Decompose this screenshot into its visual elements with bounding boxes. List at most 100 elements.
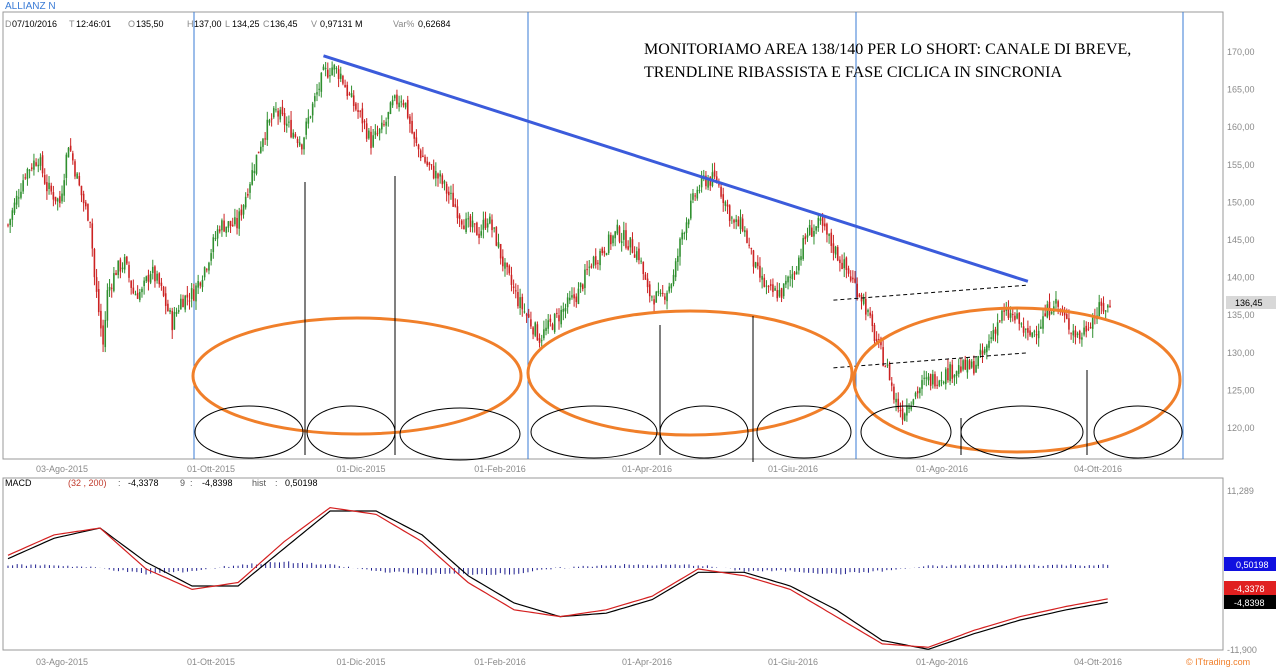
candle-body [683, 233, 686, 235]
candle-body [726, 204, 729, 207]
candle-body [337, 69, 340, 79]
candle-body [78, 176, 81, 186]
candle-body [696, 189, 699, 199]
candle-body [143, 280, 145, 287]
candle-body [59, 196, 61, 204]
candle-body [15, 195, 18, 205]
macd-tag [1224, 581, 1276, 595]
candle-body [123, 257, 126, 270]
candle-body [227, 221, 230, 228]
candle-body [994, 329, 997, 334]
candle-body [668, 286, 670, 292]
candle-body [335, 68, 338, 70]
candle-body [1042, 316, 1044, 329]
candle-body [41, 155, 44, 174]
candle-body [601, 248, 604, 254]
candle-body [43, 174, 46, 184]
candle-body [281, 106, 284, 115]
candle-body [785, 280, 787, 285]
candle-body [1037, 330, 1040, 339]
candle-body [193, 289, 195, 301]
candle-body [638, 248, 640, 261]
candle-body [992, 330, 995, 340]
candle-body [50, 185, 53, 192]
candle-body [1100, 301, 1103, 306]
candle-body [765, 285, 768, 287]
candle-body [620, 241, 623, 244]
candle-body [149, 273, 152, 283]
candle-body [607, 234, 610, 254]
candle-body [460, 220, 463, 225]
candle-body [242, 204, 245, 215]
candle-body [741, 218, 744, 231]
candle-body [110, 287, 113, 289]
y-tick-label: 140,00 [1227, 273, 1255, 283]
high-label: H [187, 19, 194, 29]
x-tick-label: 01-Dic-2015 [336, 657, 385, 667]
candle-body [845, 257, 848, 270]
candle-body [7, 224, 9, 226]
candle-body [46, 182, 48, 192]
candle-body [409, 116, 411, 124]
candle-body [376, 133, 379, 135]
candle-body [521, 296, 524, 310]
candle-body [333, 65, 336, 70]
x-tick-label: 01-Giu-2016 [768, 464, 818, 474]
candle-body [648, 284, 651, 297]
candle-body [813, 230, 815, 237]
candle-body [1044, 313, 1046, 317]
candle-body [320, 72, 323, 92]
candle-body [990, 337, 992, 339]
candle-body [432, 165, 435, 179]
candle-body [823, 223, 826, 227]
candle-body [705, 175, 707, 187]
candle-body [929, 374, 932, 386]
x-tick-label: 01-Giu-2016 [768, 657, 818, 667]
candle-body [618, 226, 621, 242]
x-tick-label: 01-Ago-2016 [916, 657, 968, 667]
candle-body [800, 256, 802, 261]
candle-body [417, 144, 420, 150]
candle-body [160, 282, 163, 286]
candle-body [772, 284, 774, 293]
candle-body [832, 243, 835, 254]
candle-body [882, 347, 884, 367]
macd-readout: MACD (32 , 200) : -4,3378 9 : -4,8398 hi… [5, 478, 318, 488]
candle-body [949, 364, 951, 382]
candle-body [543, 329, 545, 339]
candle-body [571, 295, 573, 298]
candle-body [549, 318, 552, 322]
channel-lower-line [833, 352, 1028, 369]
candle-body [914, 392, 917, 397]
candle-body [1009, 313, 1012, 318]
candle-body [93, 248, 96, 278]
candle-body [1102, 303, 1105, 312]
macd-value: -4,3378 [128, 478, 159, 488]
candle-body [629, 237, 632, 248]
macd-sep-1: : [118, 478, 121, 488]
candle-body [164, 293, 167, 306]
volume-value: 0,97131 M [320, 19, 363, 29]
candle-body [940, 380, 943, 382]
candle-body [906, 406, 908, 416]
candle-body [355, 103, 357, 110]
candle-body [763, 277, 766, 287]
hist-tag [1224, 557, 1276, 571]
candle-body [117, 260, 119, 275]
macd-y-bottom: -11,900 [1227, 645, 1257, 655]
candle-body [130, 280, 132, 288]
y-tick-label: 145,00 [1227, 235, 1255, 245]
candle-body [167, 303, 169, 312]
candle-body [437, 173, 439, 179]
candle-body [819, 218, 822, 221]
macd-params: (32 , 200) [68, 478, 107, 488]
candle-body [491, 219, 493, 231]
candle-body [186, 294, 189, 298]
candle-body [52, 192, 55, 200]
x-tick-label: 01-Ott-2015 [187, 464, 235, 474]
candle-body [588, 266, 591, 268]
candle-body [566, 297, 569, 308]
candle-body [610, 235, 612, 245]
candle-body [298, 142, 301, 146]
